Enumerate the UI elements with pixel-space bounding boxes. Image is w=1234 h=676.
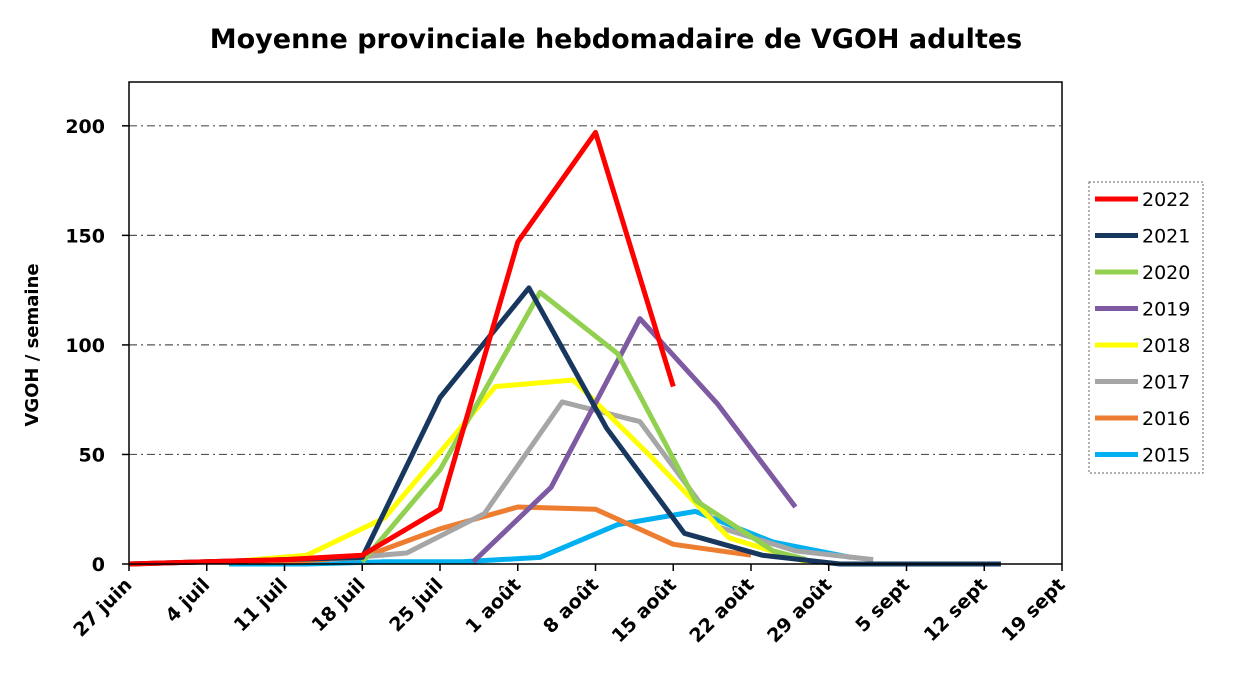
x-tick-label-6: 8 août	[539, 574, 603, 638]
x-tick-label-12: 19 sept	[997, 574, 1069, 646]
series-lines	[128, 129, 1001, 567]
series-line-2018	[228, 377, 808, 565]
x-tick-label-2: 11 juil	[230, 574, 292, 636]
legend-label-2022: 2022	[1142, 189, 1190, 211]
legend-label-2021: 2021	[1142, 226, 1190, 248]
legend-label-2015: 2015	[1142, 445, 1190, 467]
y-tick-label-0: 0	[92, 554, 105, 576]
x-axis: 27 juin 4 juil 11 juil 18 juil 25 juil 1 août…	[69, 564, 1070, 647]
chart-title: Moyenne provinciale hebdomadaire de VGOH…	[210, 24, 1022, 55]
series-line-2019	[471, 316, 798, 564]
x-tick-label-9: 29 août	[763, 574, 836, 647]
legend-label-2020: 2020	[1142, 262, 1190, 284]
y-axis: 0 50 100 150 200	[65, 116, 129, 576]
legend: 2022 2021 2020 2019 2018 2017 2016 2015	[1088, 181, 1204, 474]
series-line-2022	[128, 129, 676, 567]
x-tick-label-11: 12 sept	[920, 574, 992, 646]
y-tick-label-1: 50	[79, 444, 105, 466]
x-tick-label-8: 22 août	[685, 574, 758, 647]
legend-box	[1088, 181, 1204, 474]
legend-label-2016: 2016	[1142, 408, 1190, 430]
y-tick-label-4: 200	[65, 116, 105, 138]
series-line-2020	[360, 289, 808, 564]
plot-area-border	[128, 81, 1063, 565]
x-tick-label-3: 18 juil	[307, 574, 369, 636]
y-tick-label-3: 150	[65, 225, 105, 247]
x-tick-label-7: 15 août	[608, 574, 681, 647]
y-tick-label-2: 100	[65, 335, 105, 357]
legend-label-2018: 2018	[1142, 335, 1190, 357]
gridlines	[129, 125, 1062, 456]
x-tick-label-0: 27 juin	[69, 574, 136, 641]
y-axis-label: VGOH / semaine	[22, 263, 43, 426]
series-line-2021	[128, 285, 1001, 567]
x-tick-label-5: 1 août	[461, 574, 525, 638]
legend-label-2019: 2019	[1142, 299, 1190, 321]
legend-label-2017: 2017	[1142, 372, 1190, 394]
x-tick-label-10: 5 sept	[851, 574, 914, 637]
x-tick-label-4: 25 juil	[385, 574, 447, 636]
x-tick-label-1: 4 juil	[161, 574, 214, 627]
series-line-2017	[328, 399, 874, 563]
